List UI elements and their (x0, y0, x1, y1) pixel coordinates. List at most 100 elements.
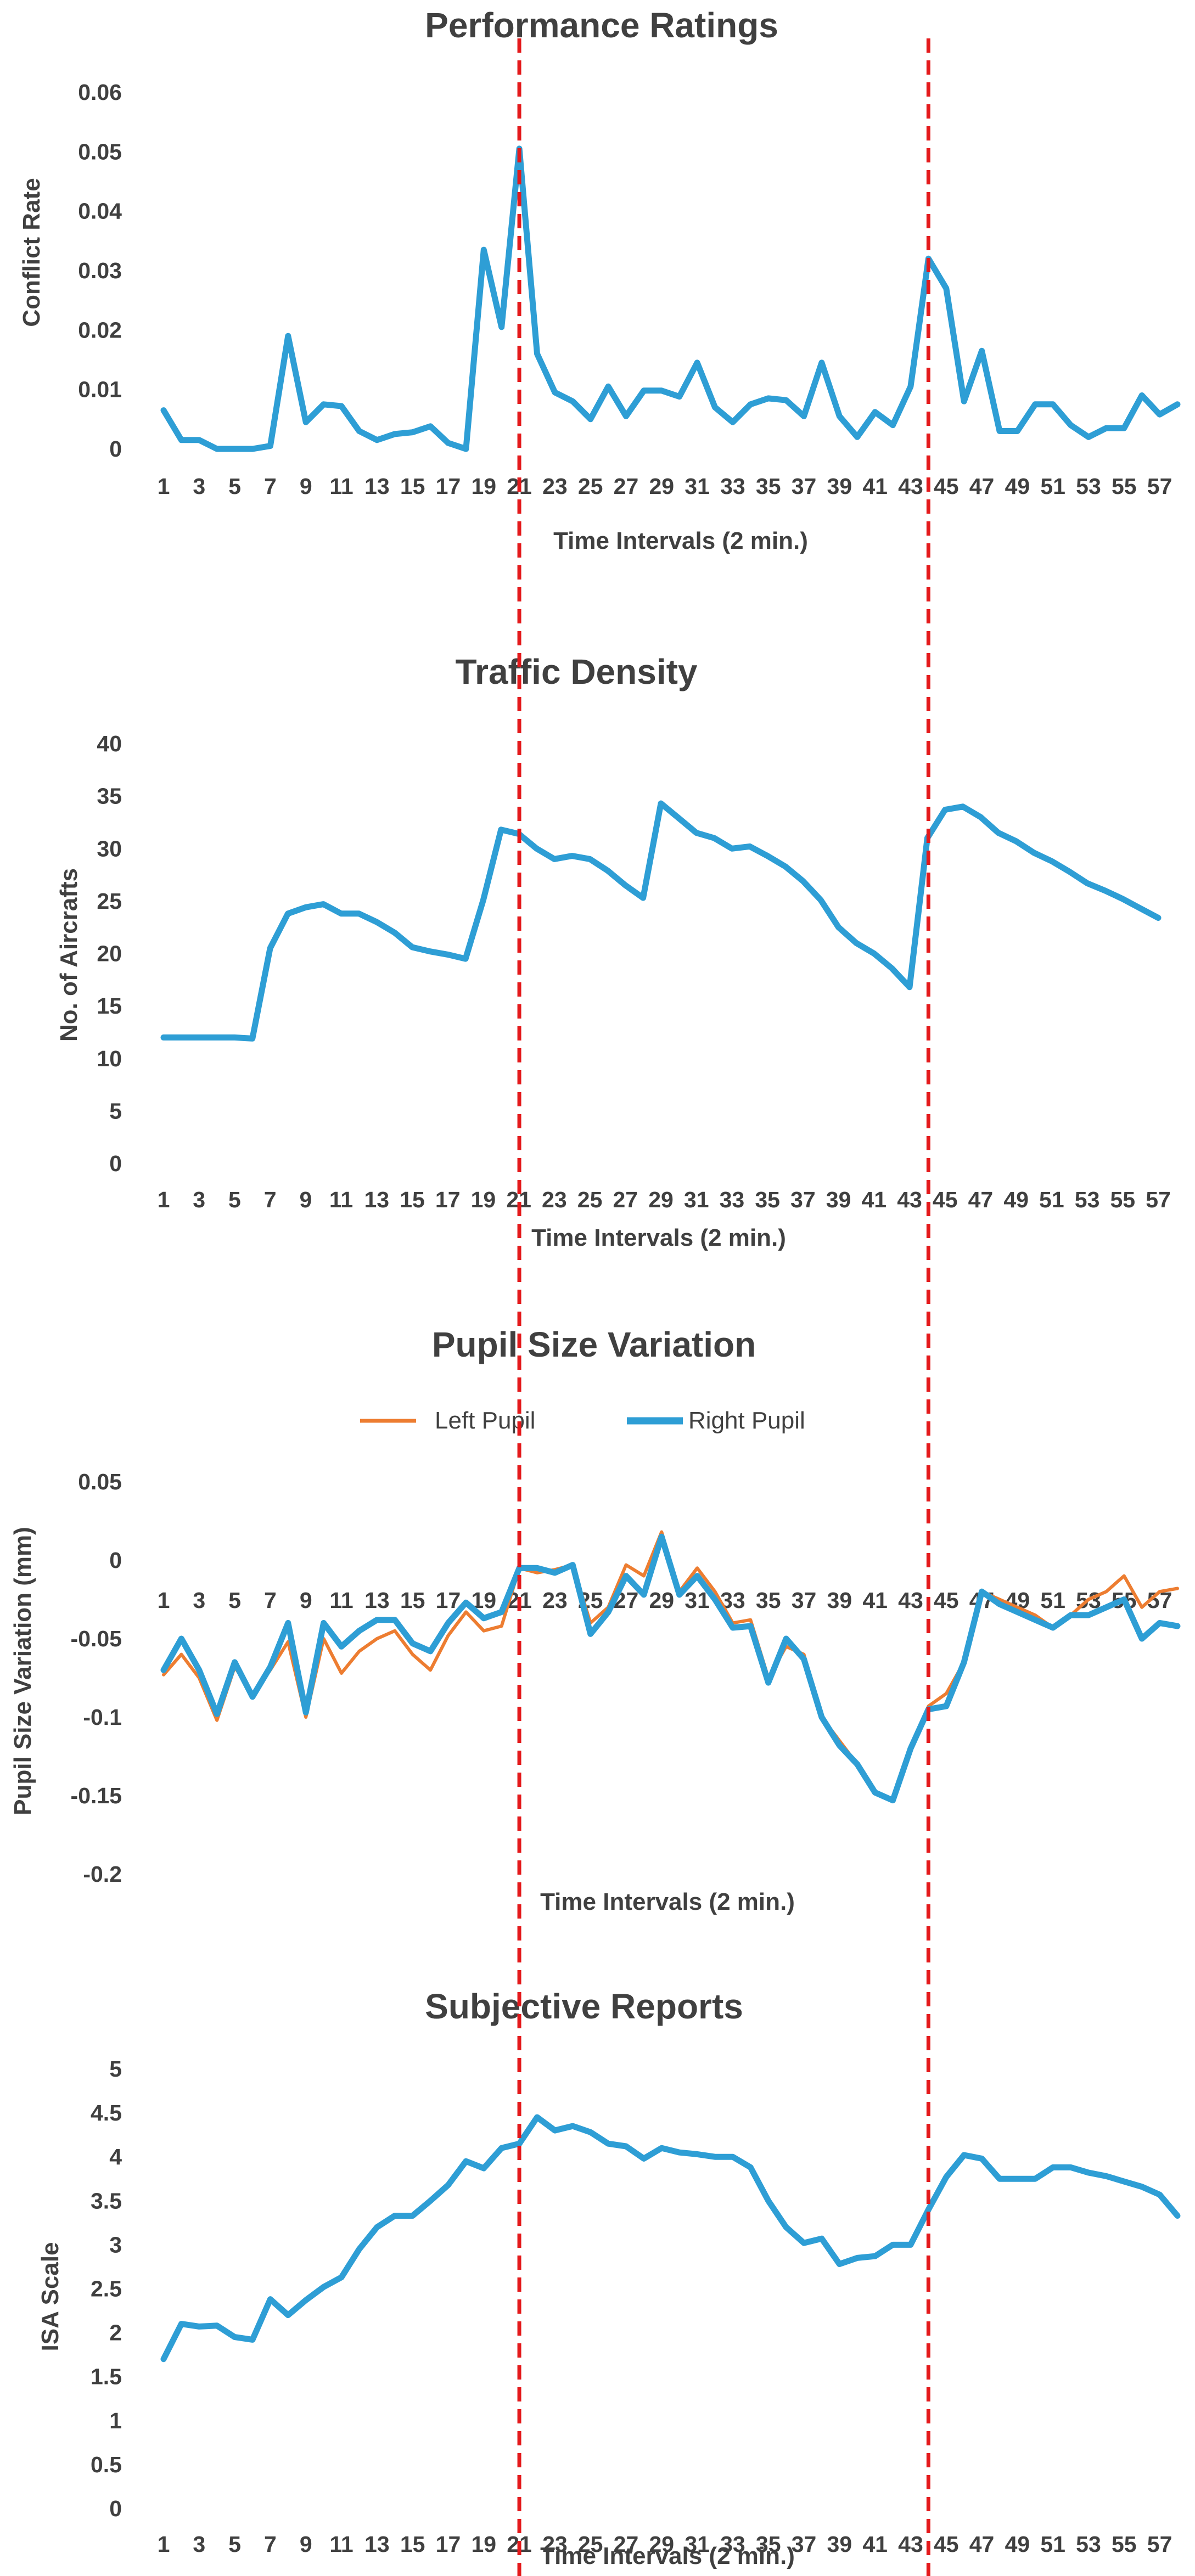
x-tick-label: 53 (1076, 474, 1101, 499)
y-tick-label: 0.04 (78, 199, 122, 224)
x-tick-label: 35 (756, 1588, 781, 1613)
x-tick-label: 3 (193, 1588, 205, 1613)
y-tick-label: 0.06 (78, 80, 122, 105)
x-tick-label: 11 (329, 1187, 353, 1212)
x-tick-label: 49 (1005, 474, 1030, 499)
y-tick-label: 0.03 (78, 258, 122, 283)
x-tick-label: 15 (400, 1588, 425, 1613)
x-tick-label: 39 (827, 2532, 852, 2557)
x-tick-label: 29 (649, 1588, 674, 1613)
x-tick-label: 41 (862, 2532, 888, 2557)
x-tick-label: 9 (300, 474, 312, 499)
x-tick-label: 27 (613, 1187, 638, 1212)
y-tick-label: 0.5 (91, 2452, 122, 2477)
y-tick-label: -0.15 (71, 1783, 122, 1808)
x-tick-label: 35 (756, 474, 781, 499)
x-tick-label: 11 (329, 474, 353, 499)
x-tick-label: 3 (193, 1187, 205, 1212)
x-tick-label: 27 (614, 474, 639, 499)
y-tick-label: 4 (109, 2144, 122, 2169)
series-lines (160, 2114, 1181, 2363)
y-tick-label: 25 (97, 888, 122, 914)
x-axis-label: Time Intervals (2 min.) (540, 1888, 795, 1915)
x-tick-label: 51 (1040, 2532, 1065, 2557)
x-tick-label: 49 (1003, 1187, 1029, 1212)
x-tick-label: 47 (968, 1187, 994, 1212)
x-tick-label: 31 (685, 474, 710, 499)
chart-title: Pupil Size Variation (432, 1325, 756, 1364)
series-lines (160, 800, 1162, 1042)
x-tick-label: 55 (1112, 2532, 1137, 2557)
y-tick-label: -0.05 (71, 1626, 122, 1651)
x-tick-label: 37 (792, 1588, 817, 1613)
x-tick-label: 33 (720, 2532, 745, 2557)
x-tick-label: 23 (542, 1588, 568, 1613)
x-tick-label: 11 (329, 1588, 353, 1613)
y-tick-label: 0.02 (78, 317, 122, 342)
x-tick-label: 43 (897, 1187, 922, 1212)
x-tick-label: 37 (792, 474, 817, 499)
y-axis-label: Pupil Size Variation (mm) (9, 1527, 36, 1815)
x-tick-label: 25 (577, 1187, 603, 1212)
x-tick-label: 47 (969, 2532, 995, 2557)
subjective-reports-chart: Subjective Reports ISA Scale Time Interv… (37, 1987, 1181, 2569)
series-line-no-of-aircrafts (160, 800, 1162, 1042)
y-tick-labels: 0.06 0.05 0.04 0.03 0.02 0.01 0 (78, 80, 122, 462)
y-tick-label: 3 (109, 2232, 122, 2257)
x-tick-label: 31 (684, 1187, 709, 1212)
x-tick-label: 27 (614, 2532, 639, 2557)
y-tick-label: 0 (109, 1151, 122, 1176)
performance-ratings-chart: Performance Ratings Conflict Rate Time I… (18, 5, 1181, 554)
x-tick-label: 53 (1076, 2532, 1101, 2557)
chart-title: Performance Ratings (425, 5, 778, 45)
x-tick-label: 31 (685, 2532, 710, 2557)
x-axis-label: Time Intervals (2 min.) (531, 1224, 786, 1251)
x-tick-label: 49 (1005, 2532, 1030, 2557)
y-tick-label: -0.2 (83, 1861, 122, 1887)
x-tick-label: 13 (364, 2532, 390, 2557)
x-tick-label: 43 (898, 1588, 923, 1613)
x-tick-label: 55 (1110, 1187, 1135, 1212)
x-tick-label: 39 (827, 474, 852, 499)
y-tick-label: 0.05 (78, 1469, 122, 1494)
x-tick-label: 43 (898, 2532, 923, 2557)
x-tick-label: 23 (542, 2532, 568, 2557)
y-tick-labels: 0.05 0 -0.05 -0.1 -0.15 -0.2 (71, 1469, 122, 1887)
series-line-isa-scale (160, 2114, 1181, 2363)
x-tick-label: 17 (435, 1187, 461, 1212)
chart-title: Subjective Reports (425, 1987, 743, 2026)
x-tick-label: 17 (436, 2532, 461, 2557)
x-tick-label: 13 (364, 474, 390, 499)
chart-title: Traffic Density (455, 652, 697, 691)
x-tick-label: 23 (542, 474, 568, 499)
x-tick-label: 9 (299, 1187, 312, 1212)
x-tick-label: 5 (228, 2532, 241, 2557)
y-tick-label: 40 (97, 731, 122, 756)
series-line-conflict-rate (160, 145, 1181, 452)
y-tick-label: 10 (97, 1046, 122, 1071)
pupil-size-variation-chart: Pupil Size Variation Left Pupil Right Pu… (9, 1325, 1181, 1915)
y-tick-label: 1 (109, 2408, 122, 2433)
x-tick-label: 41 (862, 1588, 888, 1613)
x-tick-label: 29 (649, 474, 674, 499)
series-lines (160, 145, 1181, 452)
y-tick-label: 0 (109, 1548, 122, 1573)
x-tick-label: 1 (158, 1187, 170, 1212)
legend: Left Pupil Right Pupil (360, 1407, 805, 1434)
x-tick-label: 25 (578, 474, 603, 499)
x-tick-label: 5 (228, 474, 241, 499)
x-tick-labels: 1357911131517192123252729313335373941434… (158, 2532, 1172, 2557)
x-tick-label: 53 (1075, 1187, 1100, 1212)
x-axis-label: Time Intervals (2 min.) (553, 527, 808, 554)
x-tick-label: 13 (364, 1187, 389, 1212)
x-tick-label: 45 (934, 1588, 959, 1613)
x-tick-label: 57 (1147, 474, 1172, 499)
x-tick-label: 9 (300, 2532, 312, 2557)
y-axis-label: ISA Scale (37, 2242, 64, 2352)
x-tick-label: 55 (1112, 474, 1137, 499)
x-tick-label: 33 (720, 1187, 745, 1212)
x-tick-label: 7 (264, 1588, 277, 1613)
x-tick-label: 43 (898, 474, 923, 499)
x-tick-label: 45 (933, 1187, 958, 1212)
y-tick-label: 0 (109, 2496, 122, 2521)
